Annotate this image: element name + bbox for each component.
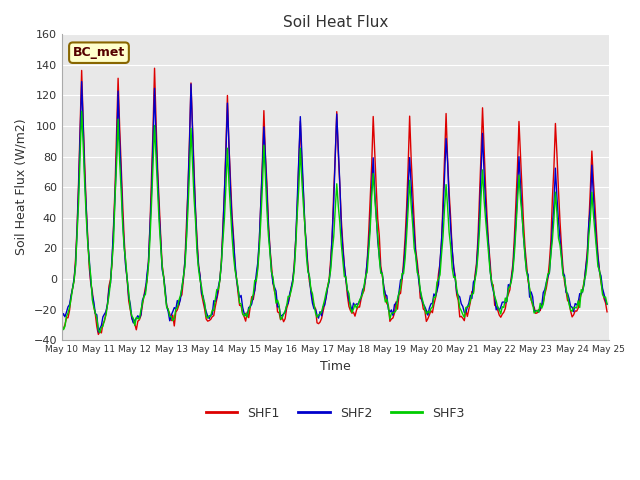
SHF1 [223, 93, 231, 98]
Title: Soil Heat Flux: Soil Heat Flux [282, 15, 388, 30]
SHF2 [300, 184, 307, 190]
SHF1 [251, 288, 259, 293]
SHF1 [576, 297, 584, 303]
SHF3 [78, 108, 86, 114]
Line: SHF2: SHF2 [62, 82, 607, 332]
Line: SHF3: SHF3 [62, 111, 607, 333]
SHF3 [128, 313, 136, 319]
SHF3 [58, 321, 66, 327]
SHF2 [58, 314, 66, 320]
SHF3 [576, 305, 584, 311]
SHF3 [242, 311, 250, 316]
SHF3 [96, 330, 104, 336]
Text: BC_met: BC_met [73, 46, 125, 59]
SHF2 [251, 288, 259, 293]
SHF1 [150, 65, 158, 71]
SHF2 [576, 291, 584, 297]
SHF1 [127, 307, 134, 312]
SHF2 [78, 79, 86, 84]
SHF3 [300, 202, 307, 207]
Line: SHF1: SHF1 [62, 68, 607, 335]
SHF3 [251, 277, 259, 283]
SHF1 [58, 325, 66, 331]
SHF2 [128, 315, 136, 321]
Y-axis label: Soil Heat Flux (W/m2): Soil Heat Flux (W/m2) [15, 119, 28, 255]
Legend: SHF1, SHF2, SHF3: SHF1, SHF2, SHF3 [201, 402, 469, 425]
SHF3 [604, 301, 611, 307]
X-axis label: Time: Time [320, 360, 351, 373]
SHF1 [604, 309, 611, 315]
SHF2 [242, 312, 250, 318]
SHF3 [223, 145, 231, 151]
SHF1 [95, 332, 102, 337]
SHF2 [604, 301, 611, 307]
SHF1 [300, 189, 307, 195]
SHF2 [223, 100, 231, 106]
SHF2 [95, 329, 102, 335]
SHF1 [242, 318, 250, 324]
